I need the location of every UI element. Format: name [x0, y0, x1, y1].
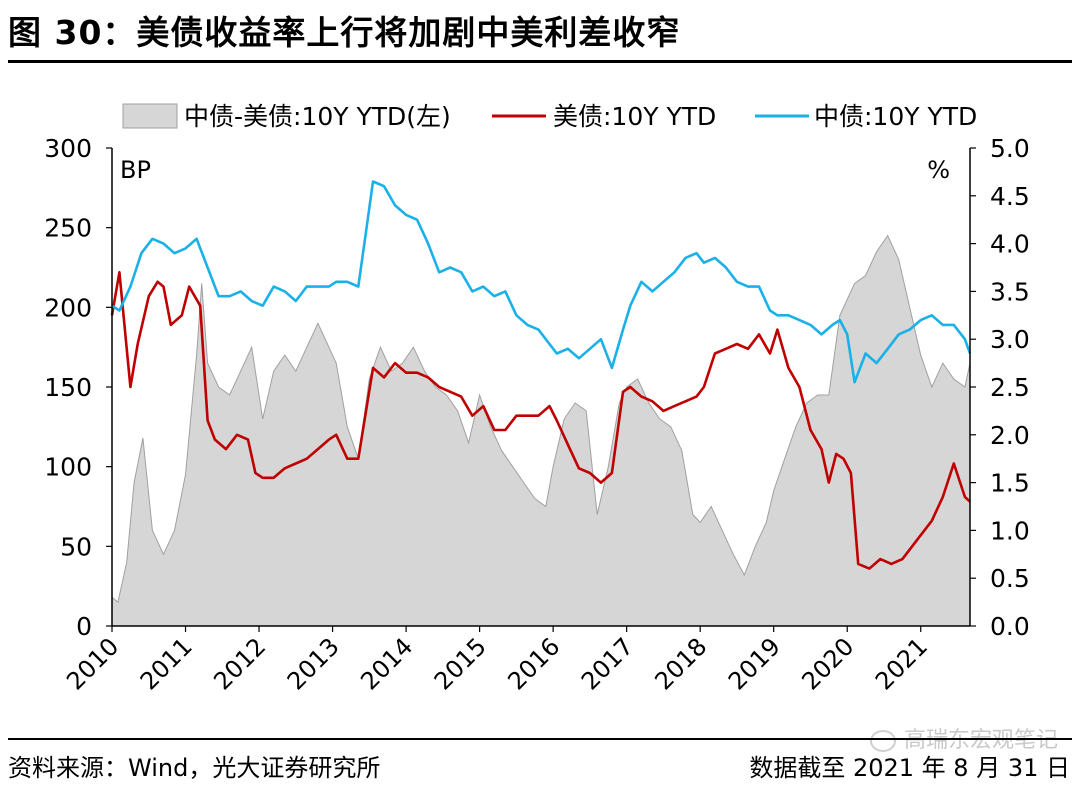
y-left-tick-label: 150 [44, 373, 92, 402]
watermark-text: 高瑞东宏观笔记 [903, 728, 1058, 753]
y-right-tick-label: 1.5 [990, 469, 1030, 498]
date-note: 数据截至 2021 年 8 月 31 日 [749, 754, 1070, 782]
y-left-tick-label: 300 [44, 134, 92, 163]
legend-label-us: 美债:10Y YTD [553, 102, 716, 131]
y-right-unit-label: % [927, 156, 950, 184]
y-left-tick-label: 50 [60, 532, 92, 561]
chart: 中债-美债:10Y YTD(左) 美债:10Y YTD 中债:10Y YTD 300… [44, 102, 1030, 695]
y-right-tick-label: 2.0 [990, 421, 1030, 450]
series-line-cn-10y [111, 180, 972, 384]
footer-rule [8, 738, 1072, 740]
y-left-tick-label: 0 [76, 612, 92, 641]
x-tick-label: 2017 [576, 632, 639, 695]
series-area-spread [111, 234, 971, 627]
title-rule [8, 60, 1072, 63]
y-right-tick-label: 4.5 [990, 182, 1030, 211]
x-tick-label: 2020 [796, 632, 859, 695]
wechat-icon [869, 730, 896, 752]
watermark: 高瑞东宏观笔记 [869, 722, 1058, 754]
legend-label-cn: 中债:10Y YTD [814, 102, 977, 131]
legend-label-spread: 中债-美债:10Y YTD(左) [184, 102, 451, 131]
y-left-unit-label: BP [120, 156, 151, 184]
y-right-tick-label: 0.0 [990, 612, 1030, 641]
y-right-tick-label: 4.0 [990, 230, 1030, 259]
x-tick-label: 2011 [135, 632, 198, 695]
y-left-tick-label: 200 [44, 293, 92, 322]
source-note: 资料来源：Wind，光大证券研究所 [8, 754, 381, 782]
x-tick-label: 2013 [282, 632, 345, 695]
x-tick-label: 2016 [502, 632, 565, 695]
y-right-tick-label: 0.5 [990, 564, 1030, 593]
x-tick-label: 2015 [429, 632, 492, 695]
series-line-us-10y [110, 271, 971, 570]
y-right-tick-label: 1.0 [990, 516, 1030, 545]
x-tick-label: 2012 [208, 632, 271, 695]
y-right-tick-label: 3.5 [990, 277, 1030, 306]
x-tick-label: 2014 [355, 632, 418, 695]
y-right-tick-label: 5.0 [990, 134, 1030, 163]
y-right-tick-label: 3.0 [990, 325, 1030, 354]
x-tick-label: 2018 [649, 632, 712, 695]
y-right-tick-label: 2.5 [990, 373, 1030, 402]
legend: 中债-美债:10Y YTD(左) 美债:10Y YTD 中债:10Y YTD [122, 102, 977, 131]
x-tick-label: 2019 [723, 632, 786, 695]
x-tick-label: 2021 [870, 632, 933, 695]
y-left-tick-label: 100 [44, 453, 92, 482]
legend-swatch-spread [122, 103, 178, 129]
plot-series [110, 180, 972, 627]
figure-title: 图 30：美债收益率上行将加剧中美利差收窄 [8, 13, 681, 52]
y-left-tick-label: 250 [44, 214, 92, 243]
x-tick-label: 2010 [61, 632, 124, 695]
